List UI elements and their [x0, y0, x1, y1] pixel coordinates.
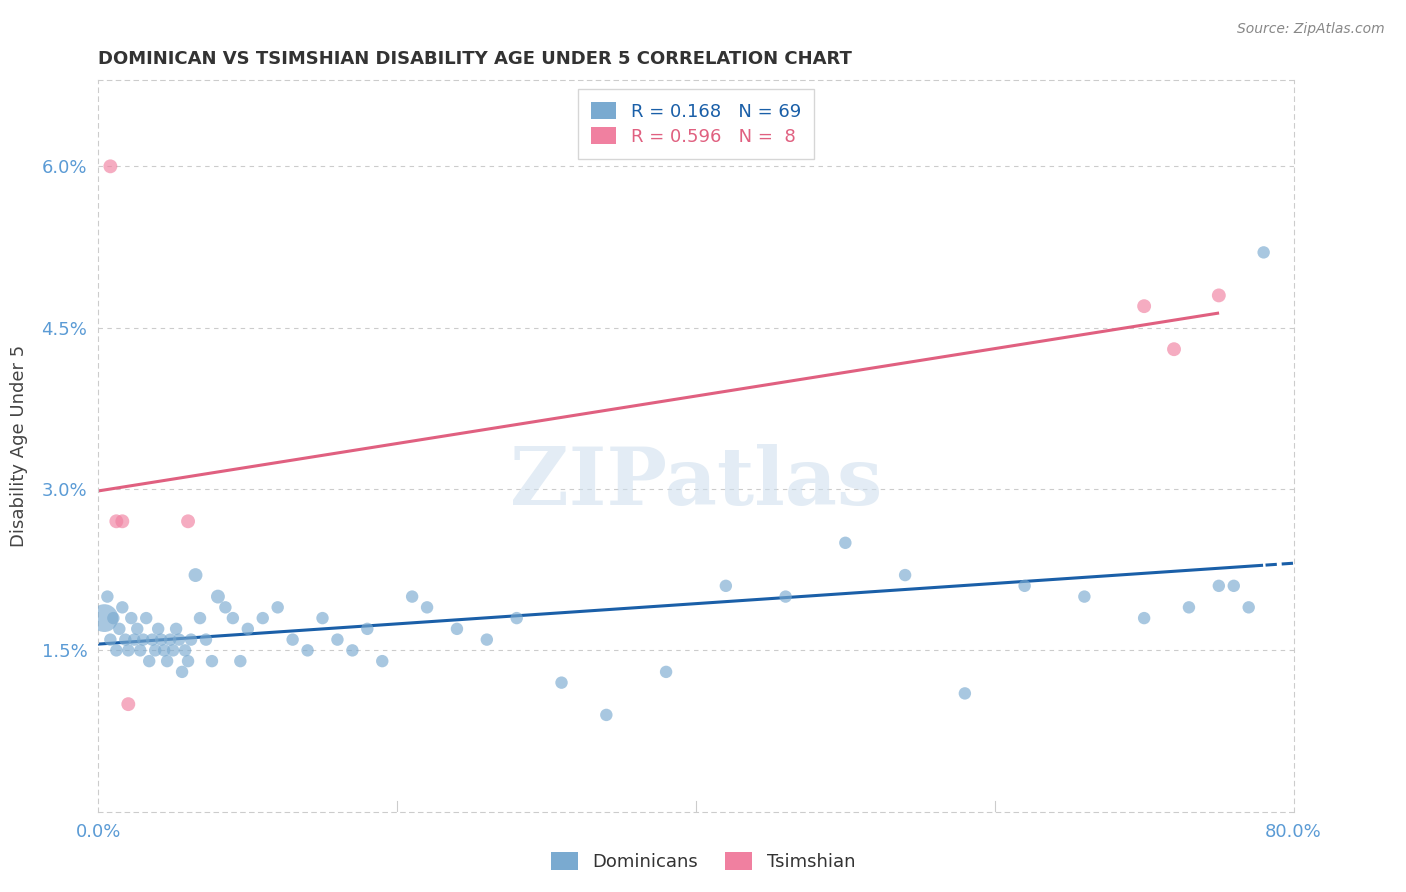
Point [162, 643, 184, 657]
Point [1208, 288, 1230, 302]
Point [167, 632, 190, 647]
Point [775, 590, 797, 604]
Point [506, 611, 529, 625]
Point [416, 600, 439, 615]
Point [894, 568, 917, 582]
Point [714, 579, 737, 593]
Point [550, 675, 572, 690]
Point [953, 686, 976, 700]
Point [98, 159, 122, 173]
Point [117, 643, 139, 657]
Point [1133, 611, 1156, 625]
Point [1237, 600, 1260, 615]
Point [148, 622, 170, 636]
Point [129, 643, 152, 657]
Point [180, 632, 202, 647]
Point [229, 654, 252, 668]
Point [117, 697, 139, 711]
Text: ZIPatlas: ZIPatlas [510, 443, 882, 522]
Legend: Dominicans, Tsimshian: Dominicans, Tsimshian [544, 846, 862, 879]
Point [143, 643, 166, 657]
Point [135, 611, 157, 625]
Point [98, 632, 122, 647]
Point [1178, 600, 1201, 615]
Point [138, 654, 160, 668]
Point [141, 632, 163, 647]
Point [655, 665, 678, 679]
Point [111, 600, 134, 615]
Point [120, 611, 142, 625]
Point [207, 590, 229, 604]
Point [326, 632, 349, 647]
Point [177, 514, 200, 528]
Point [156, 654, 179, 668]
Point [356, 622, 378, 636]
Point [252, 611, 274, 625]
Point [297, 643, 319, 657]
Point [1253, 245, 1275, 260]
Point [96, 590, 118, 604]
Point [108, 622, 131, 636]
Point [188, 611, 211, 625]
Point [267, 600, 290, 615]
Text: DOMINICAN VS TSIMSHIAN DISABILITY AGE UNDER 5 CORRELATION CHART: DOMINICAN VS TSIMSHIAN DISABILITY AGE UN… [98, 50, 852, 68]
Point [127, 622, 149, 636]
Point [111, 514, 134, 528]
Point [165, 622, 187, 636]
Point [93, 611, 115, 625]
Point [1208, 579, 1230, 593]
Point [475, 632, 498, 647]
Point [153, 643, 176, 657]
Point [105, 643, 128, 657]
Point [834, 536, 856, 550]
Point [174, 643, 197, 657]
Point [184, 568, 207, 582]
Point [172, 665, 194, 679]
Point [1163, 342, 1185, 356]
Point [124, 632, 146, 647]
Text: Source: ZipAtlas.com: Source: ZipAtlas.com [1237, 22, 1385, 37]
Point [595, 707, 617, 722]
Point [1133, 299, 1156, 313]
Point [1223, 579, 1246, 593]
Point [201, 654, 224, 668]
Point [105, 514, 128, 528]
Point [150, 632, 173, 647]
Point [401, 590, 423, 604]
Point [177, 654, 200, 668]
Point [342, 643, 364, 657]
Point [114, 632, 136, 647]
Point [311, 611, 333, 625]
Point [1014, 579, 1036, 593]
Point [132, 632, 155, 647]
Point [195, 632, 218, 647]
Point [1073, 590, 1095, 604]
Point [159, 632, 181, 647]
Point [446, 622, 468, 636]
Point [281, 632, 304, 647]
Y-axis label: Disability Age Under 5: Disability Age Under 5 [10, 345, 28, 547]
Point [371, 654, 394, 668]
Point [222, 611, 245, 625]
Point [236, 622, 259, 636]
Point [214, 600, 236, 615]
Legend: R = 0.168   N = 69, R = 0.596   N =  8: R = 0.168 N = 69, R = 0.596 N = 8 [578, 89, 814, 159]
Point [103, 611, 125, 625]
